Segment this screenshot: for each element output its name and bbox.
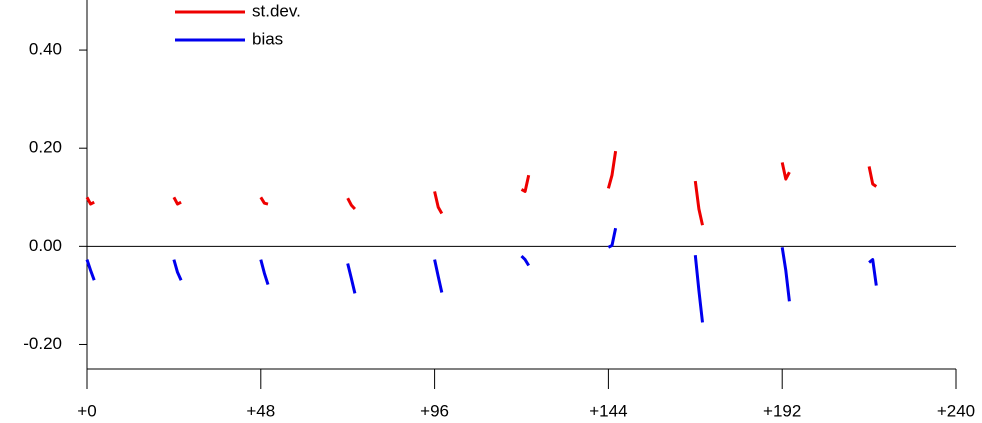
legend-label: st.dev.: [252, 1, 301, 20]
x-tick-label: +192: [763, 401, 801, 420]
series-line: [85, 227, 878, 323]
y-tick-label: 0.20: [29, 138, 62, 157]
y-tick-label: 0.00: [29, 236, 62, 255]
x-tick-label: +48: [246, 401, 275, 420]
legend-label: bias: [252, 29, 283, 48]
x-tick-label: +144: [589, 401, 627, 420]
y-tick-label: -0.20: [23, 334, 62, 353]
x-tick-label: +0: [77, 401, 96, 420]
y-tick-label: 0.40: [29, 40, 62, 59]
x-tick-label: +96: [420, 401, 449, 420]
x-tick-label: +240: [937, 401, 975, 420]
series-line: [85, 150, 878, 226]
